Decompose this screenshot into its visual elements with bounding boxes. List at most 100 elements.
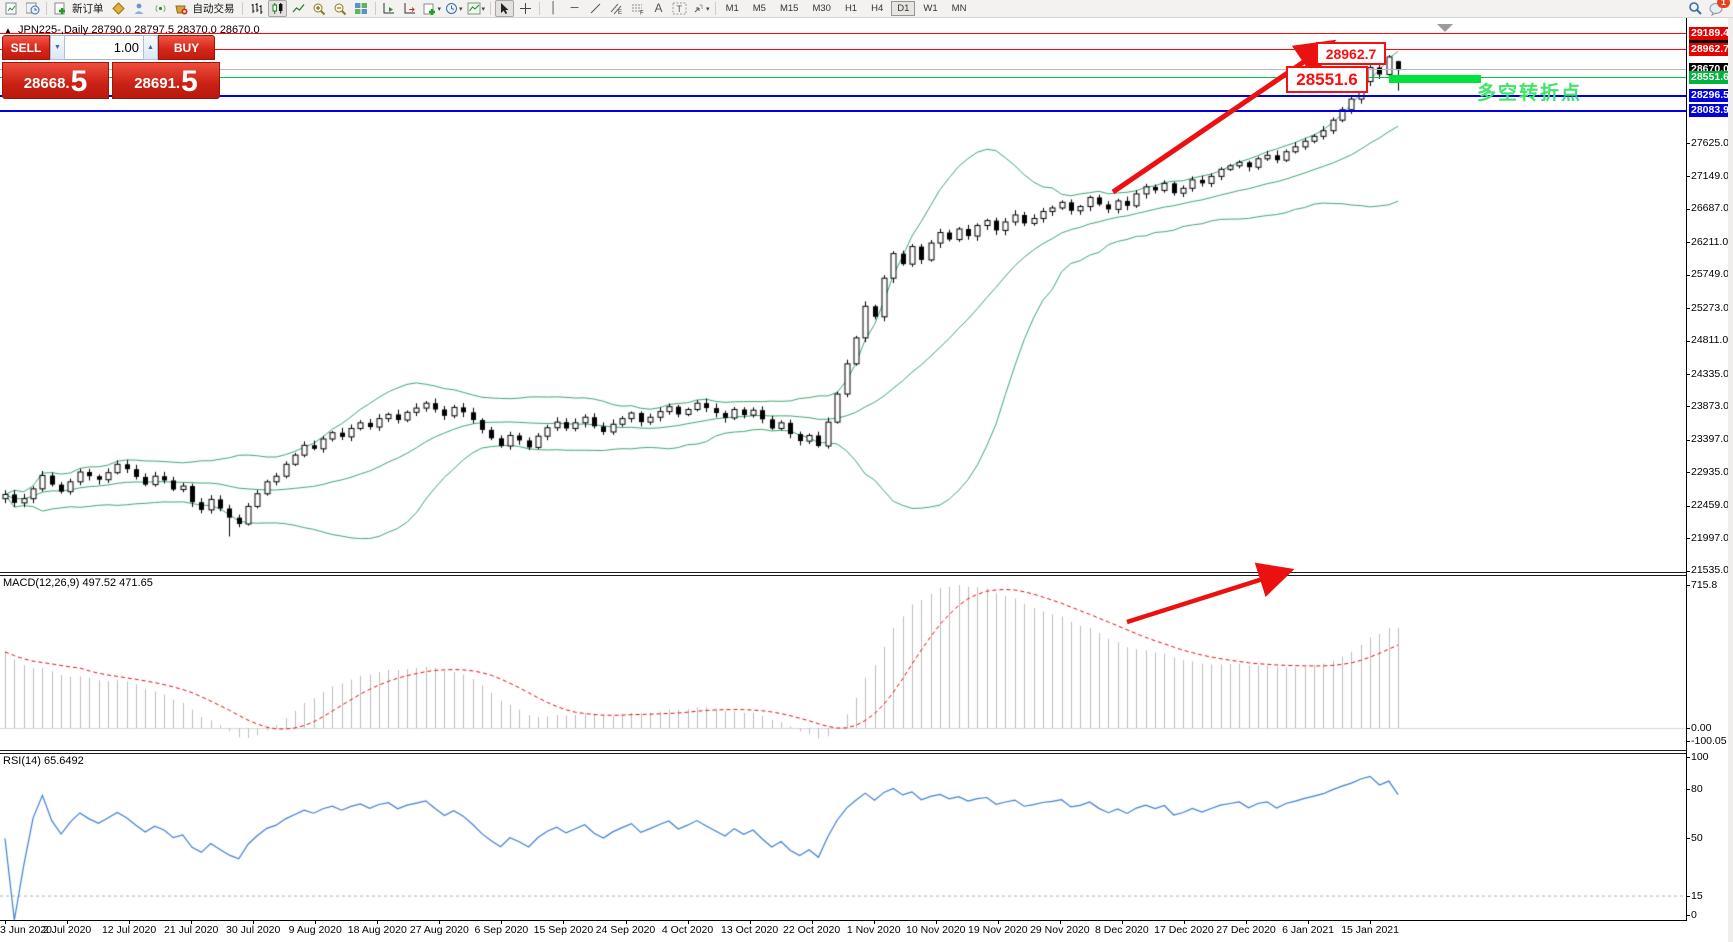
lower-level-pricebox[interactable]: 28551.6 xyxy=(1286,66,1368,93)
timeframe-button-h4[interactable]: H4 xyxy=(871,3,884,14)
date-tick xyxy=(315,920,317,924)
collapse-panel-icon[interactable]: ▲ xyxy=(4,26,12,35)
candlestick-chart-icon[interactable] xyxy=(267,0,287,17)
time-axis-line xyxy=(0,920,1687,921)
date-tick xyxy=(129,920,131,924)
tile-windows-icon[interactable] xyxy=(352,0,371,17)
buy-price-button[interactable]: 28691. 5 xyxy=(112,62,220,99)
date-tick xyxy=(935,920,937,924)
periods-icon[interactable]: ▾ xyxy=(444,0,464,17)
sell-price-int: 28668. xyxy=(23,75,70,92)
search-icon[interactable] xyxy=(1686,0,1705,17)
buy-button[interactable]: BUY xyxy=(158,35,215,60)
timeframe-button-w1[interactable]: W1 xyxy=(923,3,938,14)
new-order-icon[interactable] xyxy=(51,0,70,17)
volume-increase-button[interactable]: ▲ xyxy=(143,35,158,60)
cursor-icon[interactable] xyxy=(495,0,515,17)
axis-tick xyxy=(1686,208,1690,210)
text-label-icon[interactable]: T xyxy=(670,0,689,17)
metaeditor-icon[interactable] xyxy=(109,0,128,17)
text-icon[interactable]: A xyxy=(654,1,663,15)
sell-price-big-digit: 5 xyxy=(70,65,88,98)
crosshair-icon[interactable] xyxy=(516,0,535,17)
date-label: 13 Oct 2020 xyxy=(720,924,779,936)
horizontal-line-icon[interactable]: ─ xyxy=(570,2,579,14)
axis-tick xyxy=(1686,374,1690,376)
level-line-28296.5[interactable] xyxy=(0,94,1686,97)
zoom-in-icon[interactable] xyxy=(310,0,329,17)
axis-tick xyxy=(1686,741,1690,742)
timeframe-button-h1[interactable]: H1 xyxy=(844,3,858,14)
level-line-29189.4[interactable] xyxy=(0,32,1686,34)
volume-decrease-button[interactable]: ▼ xyxy=(50,35,65,60)
macd-pane-separator[interactable] xyxy=(0,572,1686,576)
arrows-icon[interactable]: ▾ xyxy=(691,0,711,17)
date-tick xyxy=(873,920,875,924)
sell-price-button[interactable]: 28668. 5 xyxy=(2,62,109,99)
price-tick-label: 26687.0 xyxy=(1691,202,1729,215)
indicator-scale-label: 0.00 xyxy=(1691,721,1712,734)
indicator-scale-label: 15 xyxy=(1691,889,1703,902)
chat-icon[interactable]: 1 xyxy=(1707,0,1730,17)
price-tick-label: 25273.0 xyxy=(1691,301,1729,314)
date-label: 6 Jan 2021 xyxy=(1282,924,1335,936)
trend-line-icon[interactable] xyxy=(586,0,605,17)
turning-point-note[interactable]: 多空转折点 xyxy=(1477,83,1583,104)
price-tick-label: 23873.0 xyxy=(1691,399,1729,412)
vertical-line-icon[interactable]: │ xyxy=(550,2,557,14)
price-tick-label: 27149.0 xyxy=(1691,169,1729,182)
level-line-28083.9[interactable] xyxy=(0,109,1686,112)
volume-input[interactable] xyxy=(65,35,143,60)
upper-level-pricebox[interactable]: 28962.7 xyxy=(1316,42,1386,65)
date-label: 1 Nov 2020 xyxy=(846,924,901,936)
fibonacci-icon[interactable]: F xyxy=(628,0,647,17)
community-icon[interactable] xyxy=(130,0,149,17)
chart-shift-icon[interactable] xyxy=(401,0,420,17)
rsi-pane-separator[interactable] xyxy=(0,750,1686,754)
toolbar-separator xyxy=(490,2,492,15)
date-tick xyxy=(1059,920,1061,924)
timeframe-button-m15[interactable]: M15 xyxy=(779,3,799,14)
date-label: 18 Aug 2020 xyxy=(347,924,407,936)
axis-tick xyxy=(1686,143,1690,144)
main-toolbar: 新订单 自动交易 ▾ ▾ ▾ │ ─ E F A T ▾ M1 M5 M15 M30 H… xyxy=(0,0,1733,18)
timeframe-button-d1[interactable]: D1 xyxy=(891,1,916,16)
profiles-icon[interactable] xyxy=(23,0,42,17)
price-tick-label: 21535.0 xyxy=(1691,564,1729,577)
equidistant-channel-icon[interactable]: E xyxy=(607,0,626,17)
timeframe-button-mn[interactable]: MN xyxy=(951,3,967,14)
axis-tick xyxy=(1686,538,1690,540)
level-line-28962.7[interactable] xyxy=(0,48,1686,50)
axis-tick xyxy=(1686,242,1690,244)
indicator-scale-label: -100.05 xyxy=(1691,734,1727,747)
date-tick xyxy=(191,920,193,924)
price-tick-label: 21997.0 xyxy=(1691,531,1729,544)
autotrading-label[interactable]: 自动交易 xyxy=(192,3,235,15)
axis-tick xyxy=(1686,472,1690,474)
signals-icon[interactable] xyxy=(151,0,170,17)
axis-tick xyxy=(1686,570,1690,572)
indicators-icon[interactable]: ▾ xyxy=(422,0,443,17)
new-order-label[interactable]: 新订单 xyxy=(72,3,104,15)
autotrading-icon[interactable] xyxy=(172,0,191,17)
level-line-28670[interactable] xyxy=(0,69,1686,71)
timeframe-button-m1[interactable]: M1 xyxy=(725,3,739,14)
timeframe-button-m5[interactable]: M5 xyxy=(752,3,766,14)
zoom-out-icon[interactable] xyxy=(331,0,350,17)
auto-scroll-icon[interactable] xyxy=(380,0,399,17)
line-chart-icon[interactable] xyxy=(289,0,308,17)
sell-button[interactable]: SELL xyxy=(2,35,50,60)
axis-tick xyxy=(1686,308,1690,310)
date-tick xyxy=(625,920,627,924)
new-chart-icon[interactable] xyxy=(2,0,21,17)
price-tick-label: 27625.0 xyxy=(1691,136,1729,149)
turning-point-highlight[interactable] xyxy=(1389,75,1481,83)
bar-chart-icon[interactable] xyxy=(247,0,266,17)
templates-icon[interactable]: ▾ xyxy=(466,0,487,17)
price-tick-label: 22459.0 xyxy=(1691,499,1729,512)
level-line-28551.6[interactable] xyxy=(0,77,1686,79)
buy-price-int: 28691. xyxy=(134,75,181,92)
price-tick-label: 26211.0 xyxy=(1691,235,1729,248)
timeframe-button-m30[interactable]: M30 xyxy=(812,3,831,14)
